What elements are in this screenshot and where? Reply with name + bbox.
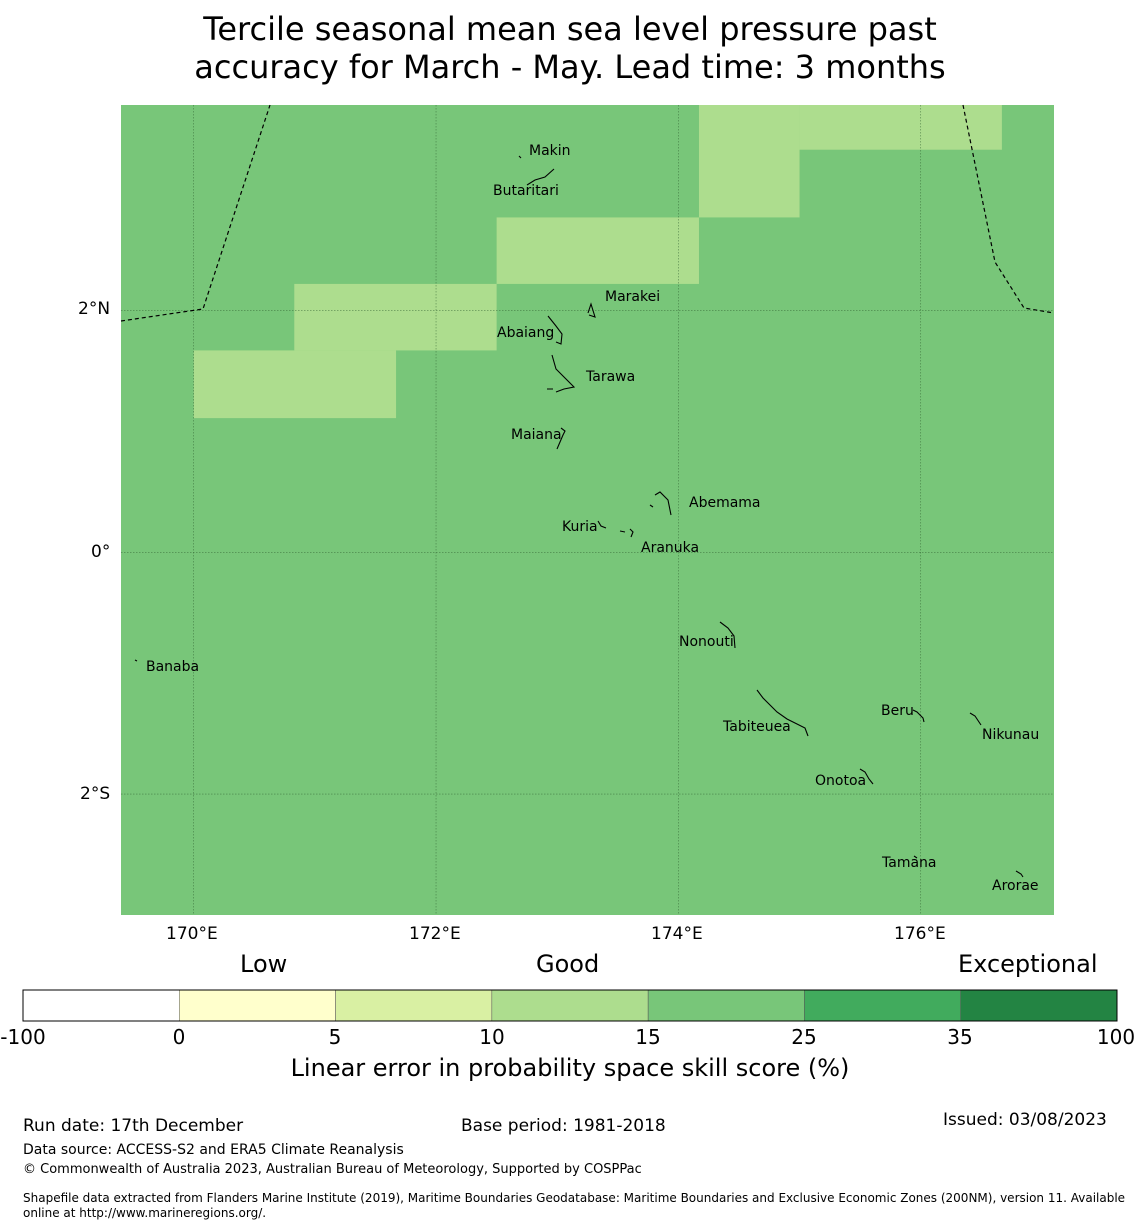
island-label-abaiang: Abaiang [497, 325, 554, 341]
island-outline [719, 621, 736, 649]
island-outline [969, 712, 982, 726]
island-label-tarawa: Tarawa [585, 369, 635, 385]
island-outline [1015, 870, 1024, 878]
colorbar-tick: 10 [479, 1025, 505, 1049]
title-line-1: Tercile seasonal mean sea level pressure… [203, 10, 937, 48]
island-outline [134, 659, 138, 662]
skill-cell [193, 350, 397, 419]
island-label-arorae: Arorae [992, 878, 1039, 894]
colorbar-tick: 100 [1096, 1025, 1136, 1049]
skill-cell [496, 217, 699, 284]
lon-label-172e: 172°E [409, 924, 461, 944]
island-label-aranuka: Aranuka [641, 540, 699, 556]
copyright: © Commonwealth of Australia 2023, Austra… [23, 1162, 642, 1177]
island-label-maiana: Maiana [511, 427, 562, 443]
island-label-nonouti: Nonouti [679, 634, 734, 650]
island-outline [913, 855, 918, 859]
island-outline [547, 354, 576, 393]
island-label-banaba: Banaba [146, 659, 199, 675]
colorbar-tick: -100 [0, 1025, 46, 1049]
legend-category-good: Good [536, 950, 600, 978]
chart-title: Tercile seasonal mean sea level pressure… [0, 10, 1140, 86]
issued-date: Issued: 03/08/2023 [943, 1110, 1107, 1130]
base-period: Base period: 1981-2018 [461, 1116, 666, 1136]
lat-label-2s: 2°S [80, 784, 111, 804]
title-line-2: accuracy for March - May. Lead time: 3 m… [194, 48, 946, 86]
island-label-marakei: Marakei [605, 289, 660, 305]
island-label-abemama: Abemama [689, 495, 761, 511]
island-outline [597, 520, 607, 529]
island-label-butaritari: Butaritari [493, 183, 559, 199]
island-outline [649, 491, 672, 516]
colorbar-bin [491, 989, 649, 1022]
skill-cell [698, 105, 800, 218]
lon-label-170e: 170°E [166, 924, 218, 944]
eez-boundary-line [120, 104, 271, 322]
colorbar-title: Linear error in probability space skill … [290, 1054, 850, 1082]
island-outline [556, 427, 566, 450]
colorbar-bin [179, 989, 336, 1022]
island-outline [526, 168, 555, 186]
colorbar-tick: 35 [947, 1025, 973, 1049]
colorbar-bin [647, 989, 805, 1022]
island-label-nikunau: Nikunau [982, 727, 1039, 743]
lat-label-0: 0° [91, 542, 111, 562]
island-label-beru: Beru [881, 703, 914, 719]
colorbar-bin [804, 989, 961, 1022]
legend-category-low: Low [240, 950, 288, 978]
island-outline [587, 302, 596, 318]
colorbar-tick: 5 [328, 1025, 342, 1049]
island-label-tamana: Tamana [881, 855, 936, 871]
shapefile-credit-line-1: Shapefile data extracted from Flanders M… [23, 1191, 1126, 1205]
island-outline [547, 315, 563, 345]
eez-boundary-line [962, 104, 1055, 314]
island-label-onotoa: Onotoa [815, 773, 866, 789]
colorbar-tick: 15 [635, 1025, 661, 1049]
island-outline [756, 689, 809, 737]
shapefile-credit-line-2: online at http://www.marineregions.org/. [23, 1206, 267, 1220]
colorbar-bin [22, 989, 180, 1022]
data-source: Data source: ACCESS-S2 and ERA5 Climate … [23, 1142, 404, 1158]
colorbar-tick: 0 [172, 1025, 186, 1049]
colorbar-bin [335, 989, 493, 1022]
run-date: Run date: 17th December [23, 1116, 244, 1136]
island-outline [518, 155, 522, 159]
island-label-makin: Makin [529, 143, 571, 159]
lat-label-2n: 2°N [78, 299, 111, 319]
island-outline [912, 709, 925, 723]
lon-label-176e: 176°E [894, 924, 946, 944]
island-outline [859, 768, 874, 785]
skill-cell [799, 105, 1002, 150]
lon-label-174e: 174°E [651, 924, 703, 944]
island-outline [619, 528, 634, 538]
island-label-kuria: Kuria [562, 519, 598, 535]
skill-cell [294, 283, 497, 351]
colorbar-tick: 25 [791, 1025, 817, 1049]
island-label-tabiteuea: Tabiteuea [722, 719, 791, 735]
colorbar-frame [22, 989, 1118, 1022]
colorbar-bin [960, 989, 1118, 1022]
legend-category-exceptional: Exceptional [958, 950, 1098, 978]
